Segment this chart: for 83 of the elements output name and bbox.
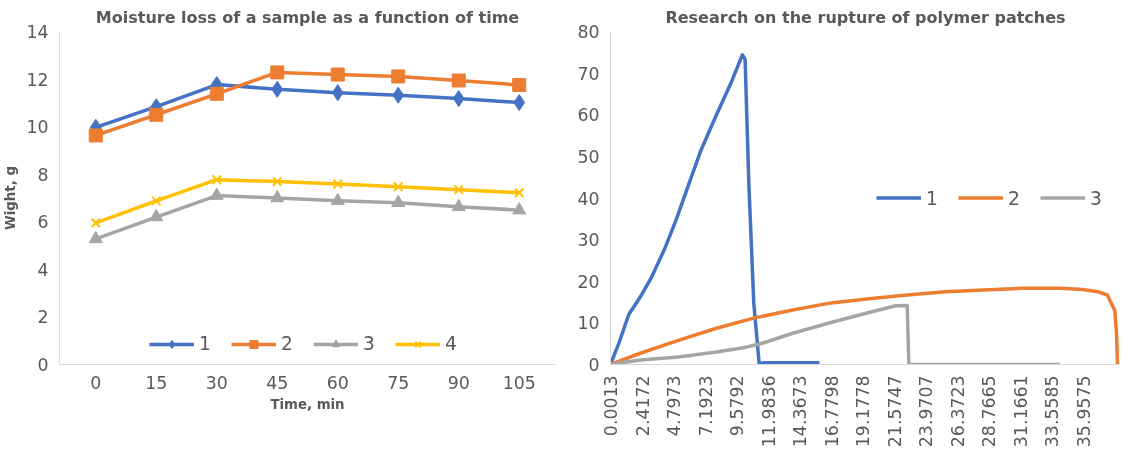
x-tick-label: 33.5585 bbox=[1042, 375, 1063, 448]
chart-title: Moisture loss of a sample as a function of time bbox=[95, 7, 520, 27]
point bbox=[332, 178, 343, 190]
point bbox=[331, 84, 344, 102]
x-tick-label: 45 bbox=[266, 372, 289, 393]
y-tick-label: 12 bbox=[26, 69, 49, 90]
y-tick-label: 50 bbox=[577, 146, 600, 167]
line-series bbox=[610, 53, 822, 365]
y-tick-label: 6 bbox=[37, 212, 49, 233]
x-tick-label: 28.7665 bbox=[979, 375, 1000, 448]
x-tick-label: 4.7973 bbox=[664, 375, 685, 437]
point bbox=[512, 202, 527, 215]
x-tick-label: 19.1778 bbox=[853, 375, 874, 448]
x-tick-label: 15 bbox=[145, 372, 168, 393]
y-tick-label: 40 bbox=[577, 188, 600, 209]
legend-label: 3 bbox=[363, 333, 376, 354]
point bbox=[271, 80, 284, 98]
x-tick-label: 90 bbox=[447, 372, 470, 393]
point bbox=[272, 176, 283, 187]
y-tick-label: 10 bbox=[577, 313, 600, 334]
point bbox=[513, 94, 526, 112]
y-tick-label: 2 bbox=[37, 307, 49, 328]
point bbox=[209, 86, 224, 101]
y-tick-label: 60 bbox=[577, 105, 600, 126]
x-tick-label: 35.9575 bbox=[1073, 375, 1094, 448]
x-tick-label: 75 bbox=[387, 372, 410, 393]
y-tick-label: 14 bbox=[26, 22, 49, 42]
point bbox=[452, 90, 465, 108]
legend-label: 1 bbox=[199, 333, 212, 354]
point bbox=[391, 69, 406, 84]
point bbox=[330, 192, 345, 206]
x-tick-label: 105 bbox=[502, 372, 536, 393]
point bbox=[270, 65, 285, 80]
line-series bbox=[610, 303, 1062, 365]
y-tick-label: 10 bbox=[26, 117, 49, 138]
y-tick-label: 20 bbox=[577, 271, 600, 292]
chart-title: Research on the rupture of polymer patches bbox=[665, 7, 1066, 27]
y-axis-title: Wight, g bbox=[3, 166, 19, 230]
x-tick-label: 60 bbox=[326, 372, 349, 393]
point bbox=[270, 189, 285, 203]
point bbox=[392, 181, 404, 193]
x-tick-label: 30 bbox=[205, 372, 228, 393]
point bbox=[211, 174, 223, 185]
x-tick-label: 21.5747 bbox=[884, 375, 905, 448]
x-tick-label: 2.4172 bbox=[632, 375, 653, 437]
point bbox=[392, 86, 405, 104]
y-tick-label: 30 bbox=[577, 230, 600, 251]
point bbox=[149, 209, 164, 222]
y-tick-label: 8 bbox=[37, 164, 49, 185]
x-axis-title: Time, min bbox=[270, 396, 345, 412]
point bbox=[90, 217, 102, 229]
legend-label: 4 bbox=[445, 333, 458, 354]
x-tick-label: 31.1661 bbox=[1010, 375, 1031, 448]
point bbox=[451, 73, 466, 88]
x-tick-label: 26.3723 bbox=[947, 375, 968, 448]
legend-label: 1 bbox=[926, 187, 939, 208]
point bbox=[391, 194, 406, 208]
point bbox=[330, 67, 345, 82]
point bbox=[88, 128, 103, 143]
x-tick-label: 0.0013 bbox=[601, 375, 622, 437]
y-tick-label: 0 bbox=[588, 355, 600, 375]
y-tick-label: 4 bbox=[37, 259, 49, 280]
x-tick-label: 16.7798 bbox=[821, 375, 842, 448]
point bbox=[453, 184, 464, 195]
y-tick-label: 80 bbox=[577, 22, 600, 42]
point bbox=[451, 198, 466, 212]
point bbox=[149, 107, 164, 122]
legend-label: 3 bbox=[1090, 187, 1103, 208]
legend-label: 2 bbox=[1008, 187, 1021, 208]
point bbox=[151, 195, 162, 207]
x-tick-label: 9.5792 bbox=[726, 375, 747, 437]
x-tick-label: 14.3673 bbox=[789, 375, 810, 448]
x-tick-label: 0 bbox=[90, 372, 102, 393]
point bbox=[88, 230, 103, 244]
point bbox=[513, 187, 525, 199]
x-tick-label: 23.9707 bbox=[916, 375, 937, 448]
y-tick-label: 70 bbox=[577, 63, 600, 84]
point bbox=[512, 78, 527, 93]
legend-label: 2 bbox=[281, 333, 294, 354]
point bbox=[209, 187, 224, 200]
x-tick-label: 7.1923 bbox=[695, 375, 716, 437]
x-tick-label: 11.9836 bbox=[758, 375, 779, 448]
y-tick-label: 0 bbox=[37, 355, 49, 375]
